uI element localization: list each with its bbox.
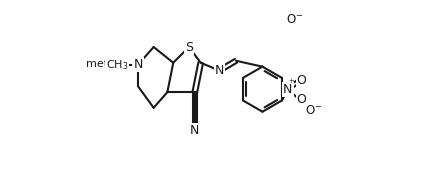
Text: N: N (133, 58, 143, 71)
Text: $^{+}$: $^{+}$ (288, 78, 295, 88)
Text: O$^{-}$: O$^{-}$ (286, 13, 304, 26)
Text: O$^{-}$: O$^{-}$ (305, 104, 322, 117)
Text: N: N (190, 124, 200, 137)
Text: CH$_3$: CH$_3$ (106, 58, 128, 72)
Text: methyl: methyl (86, 59, 125, 69)
Text: O: O (297, 74, 306, 87)
Text: S: S (185, 41, 193, 54)
Text: N: N (215, 64, 224, 77)
Text: N: N (283, 83, 293, 96)
Text: O: O (297, 93, 306, 106)
